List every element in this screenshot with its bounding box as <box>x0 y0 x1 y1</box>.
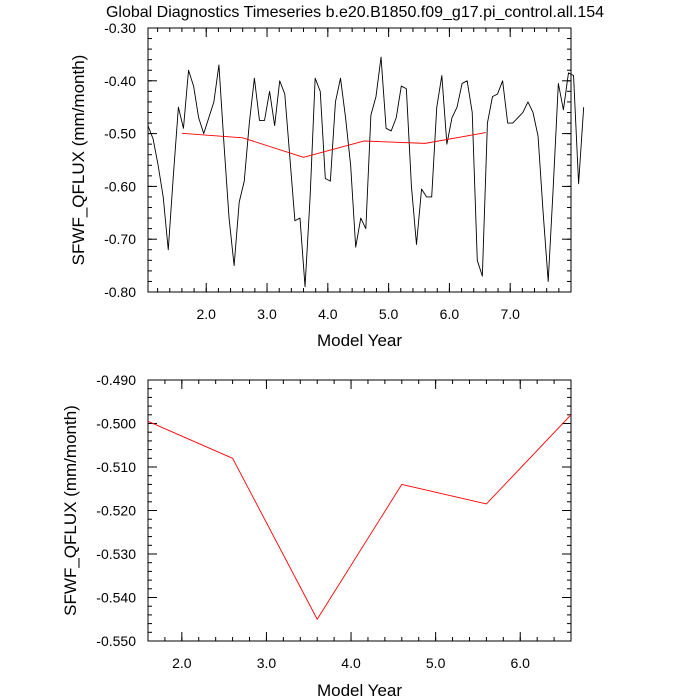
y-tick-label: -0.40 <box>104 73 136 89</box>
y-tick-label: -0.50 <box>104 126 136 142</box>
x-axis-label: Model Year <box>317 331 402 350</box>
x-tick-label: 7.0 <box>500 306 520 322</box>
y-tick-label: -0.60 <box>104 178 136 194</box>
x-tick-label: 2.0 <box>172 655 192 671</box>
series-line-0 <box>147 56 585 288</box>
x-tick-label: 4.0 <box>341 655 361 671</box>
y-tick-label: -0.490 <box>96 372 136 388</box>
y-tick-label: -0.500 <box>96 416 136 432</box>
plot-frame <box>147 27 572 293</box>
y-tick-label: -0.80 <box>104 284 136 300</box>
x-tick-label: 5.0 <box>426 655 446 671</box>
x-tick-label: 5.0 <box>379 306 399 322</box>
y-tick-label: -0.540 <box>96 590 136 606</box>
y-tick-label: -0.30 <box>104 20 136 36</box>
y-tick-label: -0.520 <box>96 503 136 519</box>
bottom-panel: 2.0 3.0 4.0 5.0 6.0 -0.490 -0.500 -0.510 -0.520 -… <box>61 372 572 700</box>
plot-frame <box>147 379 572 642</box>
y-tick-label: -0.70 <box>104 231 136 247</box>
series-line-0 <box>147 414 572 620</box>
top-panel: 2.0 3.0 4.0 5.0 6.0 7.0 -0.30 -0.40 -0.50 -0.60 -0… <box>69 20 585 350</box>
x-axis-label: Model Year <box>317 681 402 700</box>
y-tick-label: -0.510 <box>96 459 136 475</box>
x-tick-label: 2.0 <box>197 306 217 322</box>
y-axis-label: SFWF_QFLUX (mm/month) <box>69 55 88 266</box>
y-tick-label: -0.550 <box>96 633 136 649</box>
y-tick-label: -0.530 <box>96 546 136 562</box>
series-line-1 <box>181 132 486 158</box>
x-tick-label: 6.0 <box>511 655 531 671</box>
x-tick-label: 3.0 <box>257 306 277 322</box>
x-tick-label: 6.0 <box>440 306 460 322</box>
chart-title: Global Diagnostics Timeseries b.e20.B185… <box>106 4 604 21</box>
x-tick-label: 3.0 <box>257 655 277 671</box>
y-axis-label: SFWF_QFLUX (mm/month) <box>61 405 80 616</box>
x-tick-label: 4.0 <box>318 306 338 322</box>
